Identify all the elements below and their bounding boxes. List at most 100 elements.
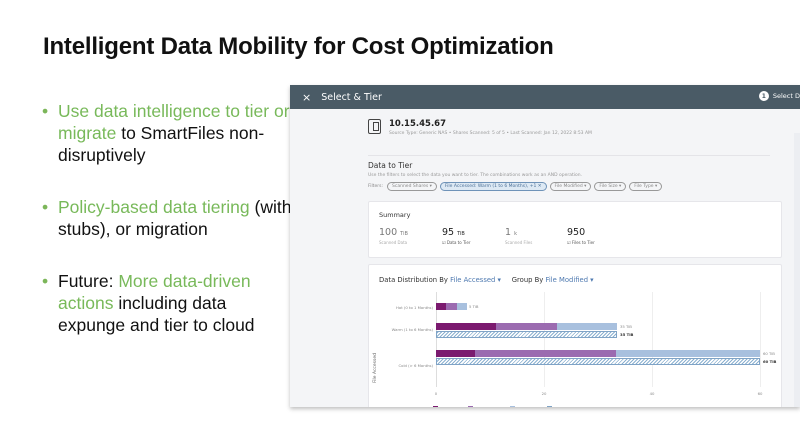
data-to-tier-title: Data to Tier bbox=[368, 161, 413, 170]
row-label-cold: Cold (> 6 Months) bbox=[398, 363, 434, 368]
bar-total-label: 35 TiB bbox=[620, 324, 632, 329]
stat-value: 100 bbox=[379, 227, 398, 238]
stat-files-to-tier: 950 ☑ Files to Tier bbox=[567, 227, 595, 245]
scroll-track[interactable] bbox=[794, 133, 800, 407]
bullet-text: to SmartFiles non-disruptively bbox=[58, 123, 265, 165]
close-icon[interactable]: × bbox=[302, 90, 312, 104]
stat-label: Scanned Data bbox=[379, 240, 408, 245]
source-ip: 10.15.45.67 bbox=[389, 119, 447, 129]
bar-segment-gt6 bbox=[616, 350, 760, 357]
x-tick: 60 bbox=[757, 391, 763, 396]
stat-label: ☑ Data to Tier bbox=[442, 240, 471, 245]
nas-device-icon bbox=[368, 119, 381, 134]
gridline bbox=[652, 292, 653, 387]
stat-value: 95 bbox=[442, 227, 455, 238]
gridline bbox=[544, 292, 545, 387]
panel-header: × Select & Tier 1 Select D bbox=[290, 85, 800, 109]
bullet-highlight: More data-driven actions bbox=[58, 271, 251, 313]
distribution-label: Data Distribution By bbox=[379, 276, 448, 284]
bar-segment-lt1 bbox=[436, 323, 496, 330]
bar-chart: 5 TiB 35 TiB 35 TiB 60 TiB bbox=[435, 292, 776, 396]
bullet-text: (with stubs), or migration bbox=[58, 197, 292, 239]
bar-cold[interactable] bbox=[436, 350, 760, 357]
chart-controls: Data Distribution By File Accessed ▾ Gro… bbox=[379, 276, 594, 284]
bar-cold-data-to-tier[interactable] bbox=[436, 358, 760, 365]
bullet-item: Use data intelligence to tier or migrate… bbox=[42, 100, 292, 166]
bar-tier-label: 60 TiB bbox=[763, 359, 777, 364]
bar-hot[interactable] bbox=[436, 303, 467, 310]
bullet-item: Policy-based data tiering (with stubs), … bbox=[42, 196, 292, 240]
source-info: 10.15.45.67 Source Type: Generic NAS • S… bbox=[368, 119, 592, 136]
stat-value: 950 bbox=[567, 227, 586, 238]
stat-scanned-data: 100 TiB Scanned Data bbox=[379, 227, 408, 245]
y-axis-title: File Accessed bbox=[373, 353, 378, 383]
panel-body: 10.15.45.67 Source Type: Generic NAS • S… bbox=[290, 109, 800, 407]
distribution-dropdown[interactable]: File Accessed ▾ bbox=[450, 276, 501, 284]
stat-unit: TiB bbox=[400, 231, 408, 237]
slide-title: Intelligent Data Mobility for Cost Optim… bbox=[43, 33, 554, 60]
filter-file-modified[interactable]: File Modified ▾ bbox=[549, 182, 592, 191]
legend-label: Data to Tier bbox=[554, 406, 576, 407]
bullet-highlight: Use data intelligence to tier or migrate bbox=[58, 101, 290, 143]
filter-file-accessed[interactable]: File Accessed: Warm (1 to 6 Months), +1 … bbox=[439, 182, 547, 191]
bar-segment-1to6 bbox=[496, 323, 557, 330]
legend-swatch bbox=[467, 406, 473, 407]
legend-item[interactable]: >6 Months bbox=[509, 406, 538, 407]
bar-segment-lt1 bbox=[436, 350, 475, 357]
bullet-list: Use data intelligence to tier or migrate… bbox=[42, 100, 292, 366]
summary-card: Summary 100 TiB Scanned Data 95 TiB ☑ Da… bbox=[368, 201, 782, 258]
bar-segment-lt1 bbox=[436, 303, 446, 310]
bullet-text: Future: bbox=[58, 271, 119, 291]
stat-value: 1 bbox=[505, 227, 512, 238]
stat-label: ☑ Files to Tier bbox=[567, 240, 595, 245]
x-tick: 0 bbox=[434, 391, 438, 396]
bar-segment-1to6 bbox=[475, 350, 616, 357]
divider bbox=[368, 155, 770, 156]
filter-file-type[interactable]: File Type ▾ bbox=[629, 182, 663, 191]
stat-scanned-files: 1 k Scanned Files bbox=[505, 227, 532, 245]
y-axis-line bbox=[436, 292, 437, 387]
row-label-hot: Hot (0 to 1 Months) bbox=[396, 305, 433, 310]
gridline bbox=[760, 292, 761, 387]
row-label-warm: Warm (1 to 6 Months) bbox=[391, 327, 433, 332]
bar-warm-data-to-tier[interactable] bbox=[436, 331, 617, 338]
filter-bar: Filters: Scanned Shares ▾ File Accessed:… bbox=[368, 182, 663, 191]
bullet-item: Future: More data-driven actions includi… bbox=[42, 270, 292, 336]
stat-unit: TiB bbox=[457, 231, 465, 237]
group-by-dropdown[interactable]: File Modified ▾ bbox=[545, 276, 594, 284]
legend-item[interactable]: Data to Tier bbox=[546, 406, 576, 407]
bar-segment-1to6 bbox=[446, 303, 457, 310]
bar-segment-gt6 bbox=[457, 303, 467, 310]
bar-total-label: 60 TiB bbox=[763, 351, 775, 356]
legend-label: 1 to 6 Months bbox=[475, 406, 501, 407]
legend-item[interactable]: 1 to 6 Months bbox=[467, 406, 501, 407]
bullet-highlight: Policy-based data tiering bbox=[58, 197, 250, 217]
bar-total-label: 5 TiB bbox=[469, 304, 479, 309]
chart-legend: <1 Month 1 to 6 Months >6 Months Data to… bbox=[433, 406, 576, 407]
source-meta: Source Type: Generic NAS • Shares Scanne… bbox=[389, 131, 592, 136]
panel-title: Select & Tier bbox=[321, 91, 382, 103]
stat-label: Scanned Files bbox=[505, 240, 533, 245]
x-tick: 20 bbox=[541, 391, 547, 396]
legend-label: <1 Month bbox=[440, 406, 459, 407]
legend-swatch bbox=[546, 406, 552, 407]
distribution-chart-card: Data Distribution By File Accessed ▾ Gro… bbox=[368, 264, 782, 407]
legend-label: >6 Months bbox=[517, 406, 538, 407]
bullet-text: including data expunge and tier to cloud bbox=[58, 293, 255, 335]
summary-title: Summary bbox=[379, 211, 411, 219]
step-label: Select D bbox=[772, 92, 800, 100]
bar-warm[interactable] bbox=[436, 323, 617, 330]
filters-label: Filters: bbox=[368, 184, 384, 189]
x-tick: 40 bbox=[649, 391, 655, 396]
wizard-step[interactable]: 1 Select D bbox=[758, 91, 800, 101]
stat-unit: k bbox=[514, 231, 517, 237]
data-to-tier-subtitle: Use the filters to select the data you w… bbox=[368, 173, 583, 178]
legend-swatch bbox=[433, 406, 438, 407]
filter-file-size[interactable]: File Size ▾ bbox=[594, 182, 627, 191]
bar-segment-gt6 bbox=[557, 323, 617, 330]
filter-scanned-shares[interactable]: Scanned Shares ▾ bbox=[387, 182, 437, 191]
step-number-badge: 1 bbox=[758, 91, 769, 101]
legend-swatch bbox=[509, 406, 515, 407]
legend-item[interactable]: <1 Month bbox=[433, 406, 459, 407]
